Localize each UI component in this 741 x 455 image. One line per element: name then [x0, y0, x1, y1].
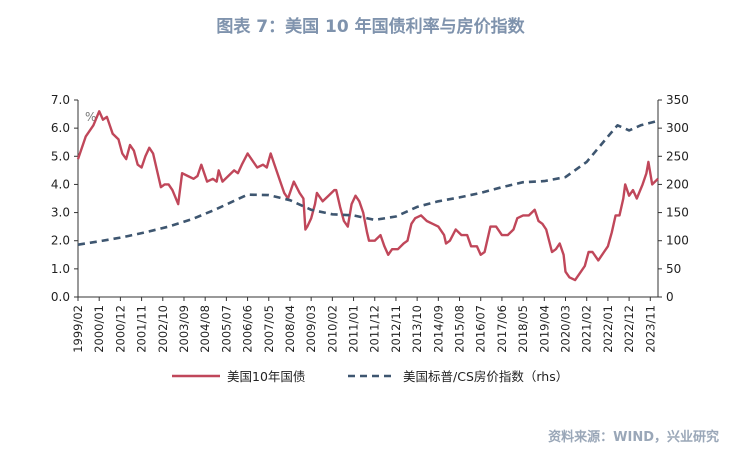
x-axis-tick-label: 2005/07 [219, 305, 233, 353]
left-axis-tick-label: 7.0 [51, 93, 70, 107]
right-axis-tick-label: 300 [666, 121, 689, 135]
series-line-cs-home-price-index [77, 119, 659, 246]
x-axis-tick-label: 2018/05 [516, 305, 530, 353]
x-axis-tick-label: 1999/02 [71, 305, 85, 353]
x-axis-tick-label: 2011/01 [347, 305, 361, 353]
x-axis-tick-label: 2022/12 [622, 305, 636, 353]
x-axis-tick-label: 2015/08 [453, 305, 467, 353]
x-axis-tick-label: 2001/11 [135, 305, 149, 353]
x-axis-tick-label: 2017/06 [495, 305, 509, 353]
chart-title: 图表 7：美国 10 年国债利率与房价指数 [216, 17, 525, 37]
legend-label-treasury-10y: 美国10年国债 [227, 369, 305, 384]
right-axis-tick-label: 0 [666, 290, 674, 304]
x-axis-tick-label: 2009/03 [304, 305, 318, 353]
right-axis-tick-label: 100 [666, 234, 689, 248]
left-axis-tick-label: 2.0 [51, 234, 70, 248]
x-axis-tick-label: 2006/06 [241, 305, 255, 353]
right-axis-tick-label: 50 [666, 262, 681, 276]
x-axis-tick-label: 2020/03 [559, 305, 573, 353]
right-axis-tick-label: 200 [666, 177, 689, 191]
left-axis-tick-label: 1.0 [51, 262, 70, 276]
left-axis-tick-label: 4.0 [51, 177, 70, 191]
x-axis-tick-label: 2010/02 [325, 305, 339, 353]
x-axis-tick-label: 2022/01 [601, 305, 615, 353]
series-line-treasury-10y [76, 110, 659, 282]
x-axis-tick-label: 2000/12 [113, 305, 127, 353]
x-axis-tick-label: 2021/02 [580, 305, 594, 353]
right-axis-tick-label: 150 [666, 206, 689, 220]
x-axis-tick-label: 2014/09 [431, 305, 445, 353]
right-axis-tick-label: 350 [666, 93, 689, 107]
x-axis-tick-label: 2016/07 [474, 305, 488, 353]
x-axis-tick-label: 2002/10 [156, 305, 170, 353]
x-axis-tick-label: 2007/05 [262, 305, 276, 353]
x-axis-tick-label: 2023/11 [643, 305, 657, 353]
x-axis-tick-label: 2012/11 [389, 305, 403, 353]
x-axis-tick-label: 2011/12 [368, 305, 382, 353]
x-axis-tick-label: 2019/04 [537, 305, 551, 353]
left-axis-unit-label: % [85, 110, 96, 124]
x-axis-tick-label: 2004/08 [198, 305, 212, 353]
x-axis-tick-label: 2000/01 [92, 305, 106, 353]
legend-label-cs-home-price-index: 美国标普/CS房价指数（rhs） [403, 369, 568, 384]
left-axis-tick-label: 6.0 [51, 121, 70, 135]
x-axis-tick-label: 2013/10 [410, 305, 424, 353]
left-axis-tick-label: 3.0 [51, 206, 70, 220]
chart-legend: 美国10年国债 美国标普/CS房价指数（rhs） [172, 369, 568, 384]
source-note: 资料来源：WIND，兴业研究 [548, 430, 719, 445]
x-axis-tick-label: 2003/09 [177, 305, 191, 353]
chart-series [76, 110, 659, 282]
chart-axes: 0.0 1.0 2.0 3.0 4.0 5.0 6.0 7.0 0 50 100 150 200 250 3… [51, 93, 689, 353]
left-axis-tick-label: 0.0 [51, 290, 70, 304]
right-axis-tick-label: 250 [666, 149, 689, 163]
x-axis-tick-label: 2008/04 [283, 305, 297, 353]
left-axis-tick-label: 5.0 [51, 149, 70, 163]
